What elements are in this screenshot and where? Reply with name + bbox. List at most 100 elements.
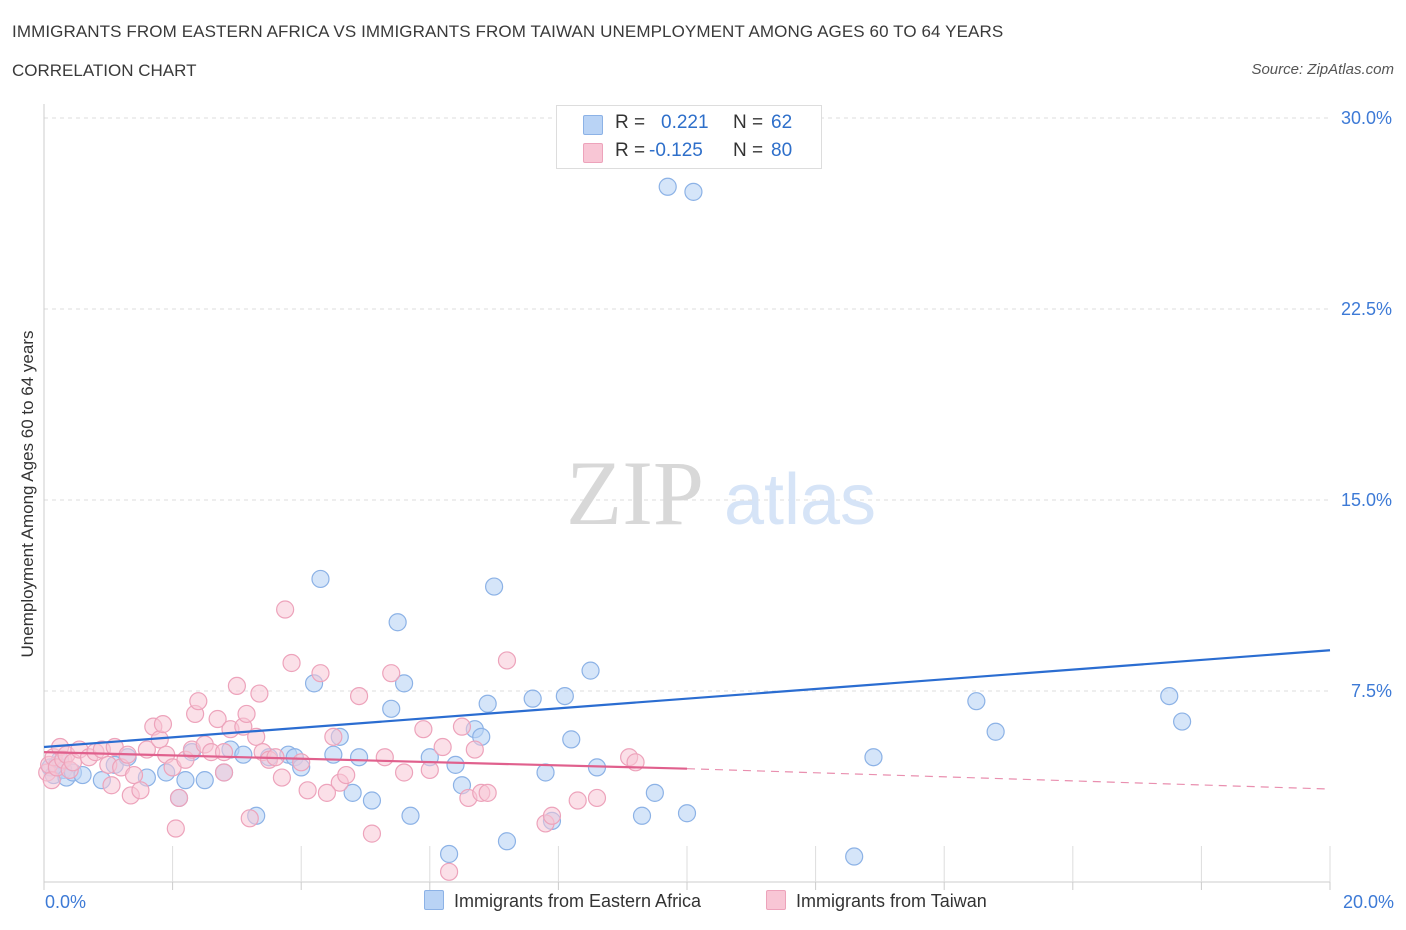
y-axis-title: Unemployment Among Ages 60 to 64 years xyxy=(18,331,37,658)
data-point-eastern-africa xyxy=(382,699,401,718)
data-point-taiwan xyxy=(214,763,234,782)
trendline-eastern-africa xyxy=(43,649,1331,749)
data-point-taiwan xyxy=(452,717,472,736)
data-point-taiwan xyxy=(189,692,208,711)
data-point-eastern-africa xyxy=(234,745,253,764)
legend-r-label: R = xyxy=(615,112,646,133)
data-point-eastern-africa xyxy=(497,832,517,851)
data-point-taiwan xyxy=(214,743,234,762)
legend-swatch-blue xyxy=(583,115,603,135)
legend-r-value: -0.125 xyxy=(649,140,703,161)
data-point-taiwan xyxy=(311,664,330,683)
data-point-taiwan xyxy=(298,781,317,800)
watermark-zip: ZIP xyxy=(566,442,704,544)
data-point-taiwan xyxy=(414,720,433,739)
data-point-eastern-africa xyxy=(536,763,555,782)
y-tick-label: 15.0% xyxy=(1341,490,1392,510)
data-point-eastern-africa xyxy=(562,730,581,749)
data-point-eastern-africa xyxy=(632,806,652,825)
data-point-eastern-africa xyxy=(677,804,697,823)
data-point-taiwan xyxy=(276,600,295,619)
data-point-eastern-africa xyxy=(311,569,330,589)
data-point-taiwan xyxy=(375,748,394,767)
bottom-legend-label-blue: Immigrants from Eastern Africa xyxy=(454,891,702,911)
data-point-eastern-africa xyxy=(388,613,407,632)
trendlines xyxy=(43,649,1331,790)
data-point-taiwan xyxy=(439,862,459,881)
legend-swatch-pink xyxy=(583,143,603,163)
data-point-eastern-africa xyxy=(446,755,465,774)
watermark: ZIP atlas xyxy=(566,442,876,544)
y-tick-label: 22.5% xyxy=(1341,299,1392,319)
data-point-eastern-africa xyxy=(645,783,664,802)
data-point-taiwan xyxy=(227,676,246,696)
data-point-taiwan xyxy=(247,727,266,746)
data-point-taiwan xyxy=(542,806,562,825)
gridlines xyxy=(44,117,1330,692)
data-point-eastern-africa xyxy=(864,748,883,767)
data-point-eastern-africa xyxy=(485,577,504,596)
chart-title: IMMIGRANTS FROM EASTERN AFRICA VS IMMIGR… xyxy=(12,22,1004,41)
bottom-legend-swatch-pink xyxy=(766,890,786,910)
data-point-eastern-africa xyxy=(176,771,195,790)
data-point-eastern-africa xyxy=(523,689,542,708)
data-point-taiwan xyxy=(337,765,356,785)
data-point-taiwan xyxy=(292,753,311,772)
data-point-eastern-africa xyxy=(986,722,1005,741)
data-point-eastern-africa xyxy=(555,686,574,706)
correlation-legend: R = 0.221 N = 62 R = -0.125 N = 80 xyxy=(556,105,822,169)
data-point-eastern-africa xyxy=(1173,712,1192,731)
data-point-taiwan xyxy=(208,709,227,729)
legend-n-value: 80 xyxy=(771,140,793,161)
data-point-taiwan xyxy=(240,809,259,828)
data-point-taiwan xyxy=(169,788,189,808)
data-point-eastern-africa xyxy=(684,182,703,201)
data-point-taiwan xyxy=(382,664,401,683)
legend-n-label: N = xyxy=(733,140,764,161)
x-tick-label: 20.0% xyxy=(1343,892,1394,912)
data-point-eastern-africa xyxy=(362,791,382,810)
legend-n-label: N = xyxy=(733,112,764,133)
data-point-taiwan xyxy=(362,824,382,843)
data-point-eastern-africa xyxy=(967,692,986,711)
y-tick-label: 30.0% xyxy=(1341,108,1392,128)
data-point-eastern-africa xyxy=(349,748,369,767)
data-point-taiwan xyxy=(587,788,607,808)
data-point-taiwan xyxy=(166,819,185,838)
legend-r-value: 0.221 xyxy=(661,112,709,133)
data-point-taiwan xyxy=(394,763,414,782)
data-point-eastern-africa xyxy=(394,674,414,693)
bottom-legend-label-pink: Immigrants from Taiwan xyxy=(796,891,987,911)
bottom-legend-taiwan: Immigrants from Taiwan xyxy=(766,890,987,912)
data-point-eastern-africa xyxy=(195,771,214,790)
data-point-eastern-africa xyxy=(401,806,420,825)
chart-subtitle: CORRELATION CHART xyxy=(12,61,197,80)
watermark-atlas: atlas xyxy=(724,460,876,540)
data-point-eastern-africa xyxy=(1160,686,1179,706)
data-point-taiwan xyxy=(272,768,292,787)
data-point-taiwan xyxy=(102,776,121,795)
data-point-taiwan xyxy=(124,765,144,785)
data-point-taiwan xyxy=(237,704,256,724)
legend-n-value: 62 xyxy=(771,112,793,133)
x-tick-label: 0.0% xyxy=(45,892,86,912)
data-point-taiwan xyxy=(131,781,150,800)
bottom-legend-eastern-africa: Immigrants from Eastern Africa xyxy=(424,890,701,912)
data-point-taiwan xyxy=(433,737,452,757)
data-point-eastern-africa xyxy=(439,844,459,864)
data-point-eastern-africa xyxy=(581,661,600,680)
data-point-eastern-africa xyxy=(658,177,677,196)
data-point-eastern-africa xyxy=(343,783,362,802)
trendline-taiwan xyxy=(686,768,1331,790)
data-point-taiwan xyxy=(568,791,587,810)
axis-labels: 7.5% 15.0% 22.5% 30.0% 0.0% 20.0% Unemployment… xyxy=(18,108,1394,912)
data-point-taiwan xyxy=(282,653,301,673)
data-point-taiwan xyxy=(465,740,484,759)
data-point-taiwan xyxy=(317,783,337,802)
trendline-taiwan xyxy=(43,751,688,770)
y-tick-label: 7.5% xyxy=(1351,681,1392,701)
bottom-legend-swatch-blue xyxy=(424,890,444,910)
data-point-taiwan xyxy=(324,727,343,746)
data-point-taiwan xyxy=(478,783,497,802)
